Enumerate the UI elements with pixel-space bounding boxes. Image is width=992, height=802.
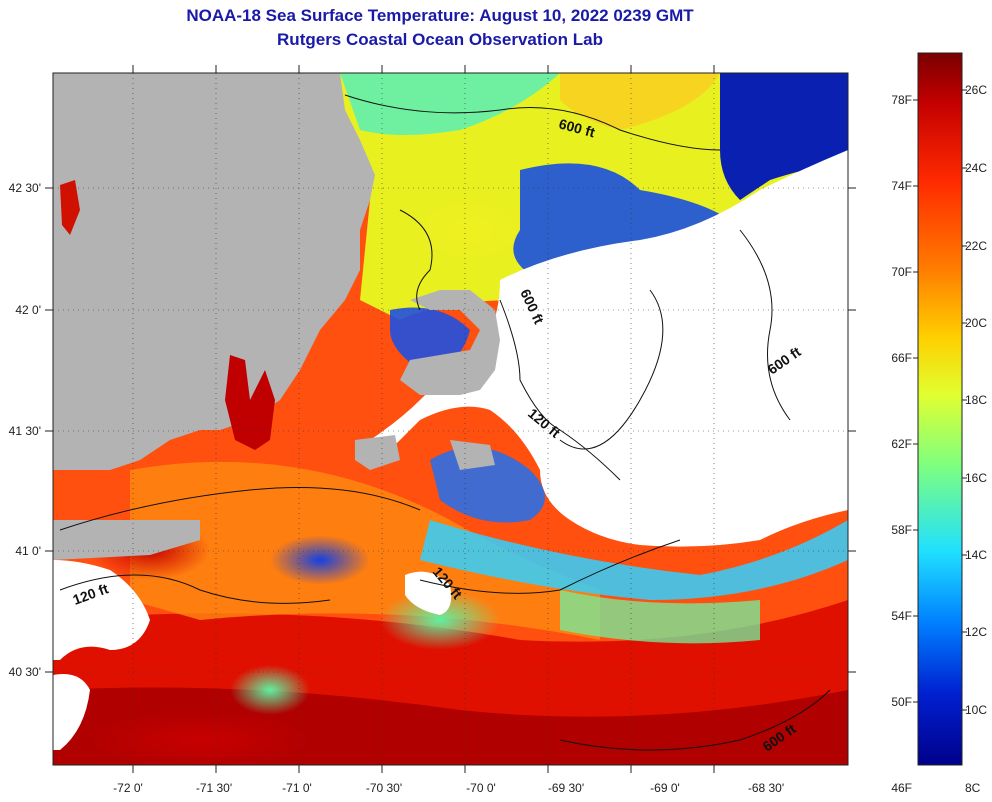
colorbar-f-label: 54F [891, 609, 912, 623]
lon-tick-label: -69 0' [650, 781, 680, 795]
colorbar-f-label: 66F [891, 351, 912, 365]
lat-tick-label: 42 30' [9, 181, 41, 195]
colorbar-c-label: 18C [965, 393, 987, 407]
land-mass [53, 73, 375, 470]
lon-tick-label: -70 0' [466, 781, 496, 795]
lon-tick-label: -68 30' [748, 781, 784, 795]
temperature-colorbar [917, 52, 963, 766]
lon-tick-label: -71 0' [282, 781, 312, 795]
colorbar-c-label: 16C [965, 471, 987, 485]
colorbar-c-label: 12C [965, 625, 987, 639]
colorbar-c-label: 24C [965, 161, 987, 175]
sst-field: 600 ft 600 ft 600 ft 120 ft 120 ft 120 f… [53, 73, 848, 765]
colorbar-f-label: 50F [891, 695, 912, 709]
colorbar-c-label: 10C [965, 703, 987, 717]
colorbar-f-label: 78F [891, 93, 912, 107]
colorbar-f-label: 58F [891, 523, 912, 537]
lon-tick-label: -69 30' [548, 781, 584, 795]
colorbar-c-label: 26C [965, 83, 987, 97]
lon-tick-label: -72 0' [113, 781, 143, 795]
lon-tick-label: -71 30' [196, 781, 232, 795]
colorbar-f-label: 62F [891, 437, 912, 451]
map-title: NOAA-18 Sea Surface Temperature: August … [186, 6, 694, 25]
map-frame [52, 72, 849, 766]
colorbar-c-label: 20C [965, 316, 987, 330]
lat-tick-label: 42 0' [15, 303, 41, 317]
colorbar-f-label: 74F [891, 179, 912, 193]
lat-tick-label: 40 30' [9, 665, 41, 679]
map-subtitle: Rutgers Coastal Ocean Observation Lab [277, 30, 603, 49]
colorbar-c-label: 8C [965, 781, 981, 795]
lat-tick-label: 41 30' [9, 424, 41, 438]
lon-tick-label: -70 30' [366, 781, 402, 795]
lat-tick-label: 41 0' [15, 544, 41, 558]
colorbar-c-label: 22C [965, 239, 987, 253]
colorbar-f-label: 46F [891, 781, 912, 795]
colorbar-f-label: 70F [891, 265, 912, 279]
colorbar-c-label: 14C [965, 548, 987, 562]
